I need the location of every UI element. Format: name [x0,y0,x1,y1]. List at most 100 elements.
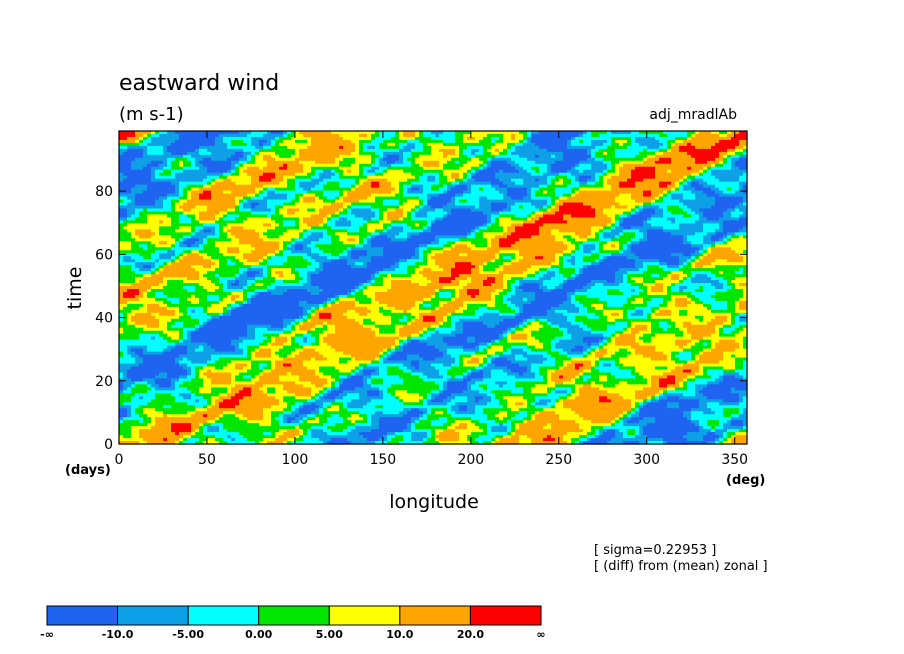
heatmap-cell [475,190,480,195]
heatmap-cell [695,131,700,135]
heatmap-cell [127,175,132,180]
heatmap-cell [155,131,160,135]
heatmap-cell [379,172,384,177]
heatmap-cell [607,172,612,177]
heatmap-cell [311,133,316,138]
heatmap-cell [259,151,264,156]
heatmap-cell [471,160,476,165]
heatmap-cell [627,133,632,138]
heatmap-cell [671,157,676,162]
heatmap-cell [455,169,460,174]
heatmap-cell [583,154,588,159]
heatmap-cell [667,151,672,156]
heatmap-cell [243,184,248,189]
heatmap-cell [135,175,140,180]
heatmap-cell [475,184,480,189]
heatmap-cell [315,160,320,165]
heatmap-cell [715,133,720,138]
heatmap-cell [539,139,544,144]
heatmap-cell [247,187,252,192]
heatmap-cell [663,181,668,186]
heatmap-cell [639,181,644,186]
heatmap-cell [367,142,372,147]
heatmap-cell [303,163,308,168]
heatmap-cell [451,136,456,141]
heatmap-cell [663,139,668,144]
heatmap-cell [627,163,632,168]
heatmap-cell [707,163,712,168]
heatmap-cell [699,151,704,156]
heatmap-cell [551,187,556,192]
heatmap-cell [723,181,728,186]
heatmap-cell [315,190,320,195]
heatmap-cell [375,133,380,138]
heatmap-cell [715,136,720,141]
heatmap-cell [671,169,676,174]
heatmap-cell [267,136,272,141]
heatmap-cell [643,160,648,165]
heatmap-cell [355,184,360,189]
heatmap-cell [531,136,536,141]
heatmap-cell [423,163,428,168]
heatmap-cell [671,172,676,177]
heatmap-cell [475,133,480,138]
heatmap-cell [331,142,336,147]
heatmap-cell [491,151,496,156]
heatmap-cell [155,181,160,186]
heatmap-cell [431,154,436,159]
heatmap-cell [139,154,144,159]
heatmap-cell [467,157,472,162]
heatmap-cell [687,131,692,135]
heatmap-cell [675,160,680,165]
heatmap-cell [427,160,432,165]
heatmap-cell [571,142,576,147]
heatmap-cell [179,151,184,156]
heatmap-cell [663,157,668,162]
heatmap-cell [431,136,436,141]
heatmap-cell [119,160,124,165]
heatmap-cell [575,145,580,150]
heatmap-cell [579,145,584,150]
heatmap-cell [399,142,404,147]
heatmap-cell [235,172,240,177]
heatmap-cell [215,136,220,141]
heatmap-cell [407,169,412,174]
heatmap-cell [599,139,604,144]
heatmap-cell [119,166,124,171]
heatmap-cell [427,151,432,156]
heatmap-cell [279,133,284,138]
heatmap-cell [323,133,328,138]
heatmap-cell [595,145,600,150]
heatmap-cell [235,136,240,141]
heatmap-cell [591,160,596,165]
heatmap-cell [447,172,452,177]
heatmap-cell [611,148,616,153]
heatmap-cell [287,148,292,153]
heatmap-cell [183,139,188,144]
heatmap-cell [655,133,660,138]
heatmap-cell [467,175,472,180]
heatmap-cell [595,178,600,183]
heatmap-cell [699,166,704,171]
heatmap-cell [207,151,212,156]
heatmap-cell [255,181,260,186]
heatmap-cell [575,151,580,156]
heatmap-cell [519,151,524,156]
heatmap-cell [151,139,156,144]
heatmap-cell [147,169,152,174]
heatmap-cell [407,172,412,177]
heatmap-cell [475,178,480,183]
heatmap-cell [327,178,332,183]
heatmap-cell [175,184,180,189]
heatmap-cell [419,139,424,144]
heatmap-cell [515,190,520,195]
heatmap-cell [587,178,592,183]
heatmap-cell [171,148,176,153]
heatmap-cell [623,136,628,141]
heatmap-cell [491,175,496,180]
heatmap-cell [287,136,292,141]
heatmap-cell [507,175,512,180]
heatmap-cell [291,148,296,153]
heatmap-cell [391,148,396,153]
heatmap-cell [155,148,160,153]
